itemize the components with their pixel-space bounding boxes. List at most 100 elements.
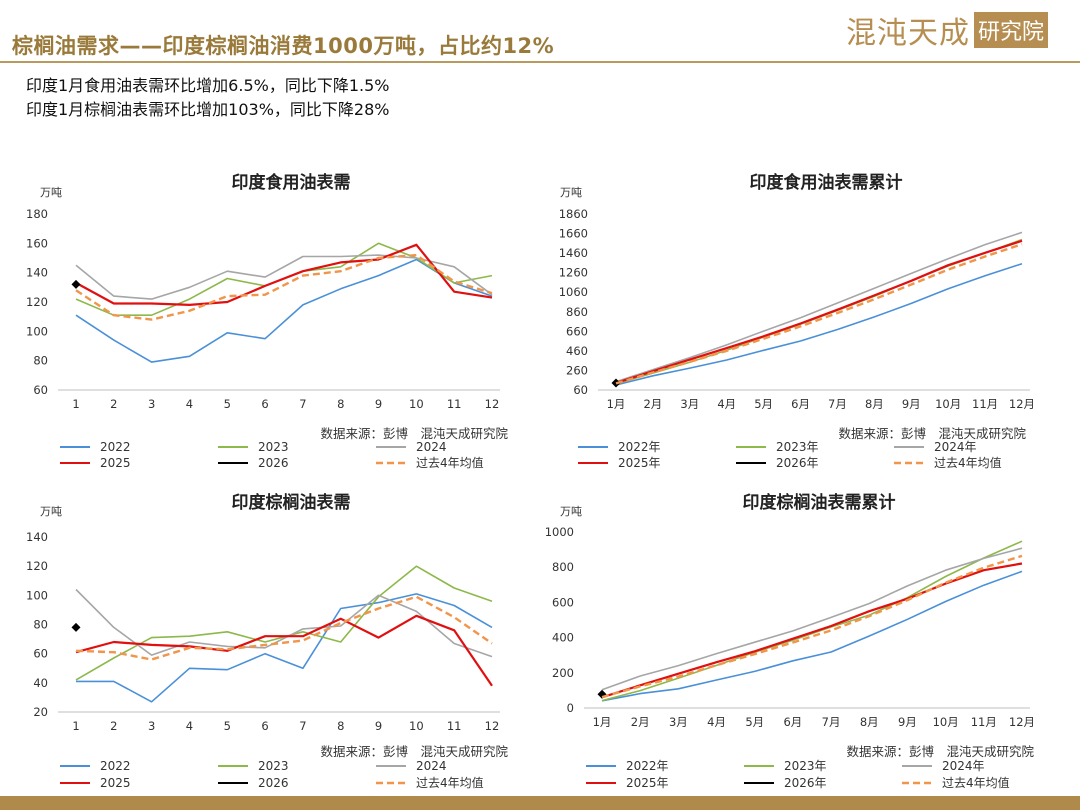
source-note: 数据来源：彭博 混沌天成研究院 bbox=[838, 426, 1026, 441]
y-tick-label: 60 bbox=[33, 647, 48, 661]
y-tick-label: 80 bbox=[33, 354, 48, 368]
chart-panel-palm-oil-cumulative: 印度棕榈油表需累计 万吨 0 200 400 600 800 1000 1月 2月 3月 4月 5月 6月… bbox=[540, 480, 1080, 792]
x-tick-label: 11 bbox=[447, 397, 462, 411]
y-tick-label: 140 bbox=[26, 530, 48, 544]
x-tick-label: 3 bbox=[148, 397, 155, 411]
series-line-avg bbox=[75, 253, 493, 321]
series-line-2025 bbox=[75, 614, 493, 687]
y-tick-label: 800 bbox=[552, 560, 574, 574]
legend-label-2025: 2025年 bbox=[626, 776, 669, 790]
x-tick-label: 6 bbox=[261, 719, 268, 733]
y-tick-label: 460 bbox=[566, 344, 588, 358]
series-line-2022 bbox=[615, 262, 1023, 386]
y-tick-label: 1460 bbox=[559, 246, 588, 260]
y-axis-unit: 万吨 bbox=[560, 505, 582, 518]
legend-label-2024: 2024 bbox=[416, 440, 447, 454]
x-tick-label: 5月 bbox=[754, 397, 773, 411]
chart-panel-edible-oil-cumulative: 印度食用油表需累计 万吨 60 260 460 660 860 1060 1260 1460 166… bbox=[540, 160, 1080, 480]
y-tick-label: 1060 bbox=[559, 285, 588, 299]
x-tick-label: 3 bbox=[148, 719, 155, 733]
legend-label-2025: 2025 bbox=[100, 776, 131, 790]
y-tick-label: 140 bbox=[26, 266, 48, 280]
x-tick-label: 11月 bbox=[971, 715, 997, 729]
y-tick-label: 400 bbox=[552, 631, 574, 645]
x-tick-label: 3月 bbox=[669, 715, 688, 729]
y-tick-label: 120 bbox=[26, 295, 48, 309]
x-tick-label: 12月 bbox=[1009, 715, 1035, 729]
chart-title: 印度棕榈油表需 bbox=[232, 492, 351, 513]
y-tick-label: 200 bbox=[552, 666, 574, 680]
y-tick-label: 0 bbox=[567, 701, 574, 715]
series-line-avg bbox=[75, 595, 493, 661]
legend-label-2026: 2026 bbox=[258, 456, 289, 470]
series-line-2024 bbox=[75, 588, 493, 658]
x-tick-label: 11月 bbox=[972, 397, 998, 411]
source-note: 数据来源：彭博 混沌天成研究院 bbox=[320, 744, 508, 759]
x-tick-label: 8月 bbox=[860, 715, 879, 729]
legend-label-avg: 过去4年均值 bbox=[416, 455, 484, 470]
source-note: 数据来源：彭博 混沌天成研究院 bbox=[320, 426, 508, 441]
series-line-2022 bbox=[76, 593, 493, 703]
x-tick-label: 6月 bbox=[791, 397, 810, 411]
summary-line-1: 印度1月食用油表需环比增加6.5%，同比下降1.5% bbox=[26, 76, 390, 95]
x-tick-label: 4 bbox=[186, 397, 193, 411]
series-line-avg bbox=[601, 554, 1023, 699]
y-tick-label: 60 bbox=[573, 383, 588, 397]
legend-label-2022: 2022 bbox=[100, 440, 131, 454]
x-tick-label: 8 bbox=[337, 719, 344, 733]
x-tick-label: 10月 bbox=[935, 397, 961, 411]
x-tick-label: 7 bbox=[299, 397, 306, 411]
y-tick-label: 100 bbox=[26, 324, 48, 338]
logo-main-text: 混沌天成 bbox=[846, 16, 970, 51]
x-tick-label: 10 bbox=[409, 719, 424, 733]
y-tick-label: 40 bbox=[33, 676, 48, 690]
x-tick-label: 4 bbox=[186, 719, 193, 733]
series-line-2024 bbox=[615, 231, 1023, 383]
x-tick-label: 8月 bbox=[865, 397, 884, 411]
header: 棕榈油需求——印度棕榈油消费1000万吨，占比约12% 混沌天成 研究院 bbox=[0, 0, 1080, 60]
x-tick-label: 6 bbox=[261, 397, 268, 411]
x-tick-label: 3月 bbox=[680, 397, 699, 411]
y-tick-label: 120 bbox=[26, 559, 48, 573]
series-line-avg bbox=[615, 243, 1023, 385]
x-tick-label: 9 bbox=[375, 397, 382, 411]
x-tick-label: 1 bbox=[72, 397, 79, 411]
y-tick-label: 660 bbox=[566, 324, 588, 338]
y-tick-label: 160 bbox=[26, 236, 48, 250]
x-tick-label: 6月 bbox=[783, 715, 802, 729]
x-tick-label: 2 bbox=[110, 397, 117, 411]
x-tick-label: 5月 bbox=[745, 715, 764, 729]
footer-bar bbox=[0, 796, 1080, 810]
legend-label-2023: 2023 bbox=[258, 759, 289, 773]
x-tick-label: 11 bbox=[447, 719, 462, 733]
chart-title: 印度食用油表需 bbox=[232, 172, 351, 193]
series-line-2025 bbox=[75, 243, 493, 306]
series-line-2025 bbox=[615, 239, 1023, 384]
chart-title: 印度食用油表需累计 bbox=[750, 172, 903, 193]
x-tick-label: 5 bbox=[224, 719, 231, 733]
y-tick-label: 60 bbox=[33, 383, 48, 397]
logo-box-text: 研究院 bbox=[974, 12, 1049, 48]
series-line-2024 bbox=[601, 547, 1023, 691]
y-tick-label: 260 bbox=[566, 363, 588, 377]
x-tick-label: 9月 bbox=[898, 715, 917, 729]
legend-label-avg: 过去4年均值 bbox=[942, 775, 1010, 790]
y-axis-unit: 万吨 bbox=[40, 186, 62, 199]
x-tick-label: 4月 bbox=[707, 715, 726, 729]
y-tick-label: 100 bbox=[26, 588, 48, 602]
y-tick-label: 180 bbox=[26, 207, 48, 221]
y-tick-label: 20 bbox=[33, 705, 48, 719]
x-tick-label: 1 bbox=[72, 719, 79, 733]
legend-label-2024: 2024 bbox=[416, 759, 447, 773]
series-line-2022 bbox=[75, 258, 493, 363]
y-tick-label: 80 bbox=[33, 618, 48, 632]
x-tick-label: 7 bbox=[299, 719, 306, 733]
y-tick-label: 860 bbox=[566, 305, 588, 319]
y-tick-label: 1660 bbox=[559, 227, 588, 241]
x-tick-label: 2月 bbox=[643, 397, 662, 411]
x-tick-label: 12 bbox=[485, 719, 500, 733]
x-tick-label: 1月 bbox=[607, 397, 626, 411]
x-tick-label: 7月 bbox=[822, 715, 841, 729]
